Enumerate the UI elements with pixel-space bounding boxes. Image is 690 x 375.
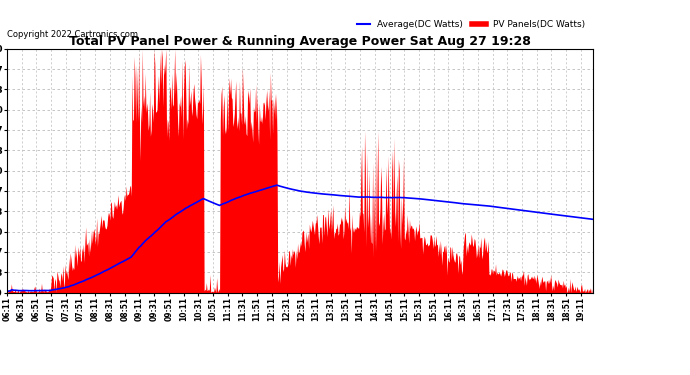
Legend: Average(DC Watts), PV Panels(DC Watts): Average(DC Watts), PV Panels(DC Watts) bbox=[353, 17, 589, 33]
Title: Total PV Panel Power & Running Average Power Sat Aug 27 19:28: Total PV Panel Power & Running Average P… bbox=[69, 34, 531, 48]
Text: Copyright 2022 Cartronics.com: Copyright 2022 Cartronics.com bbox=[7, 30, 138, 39]
